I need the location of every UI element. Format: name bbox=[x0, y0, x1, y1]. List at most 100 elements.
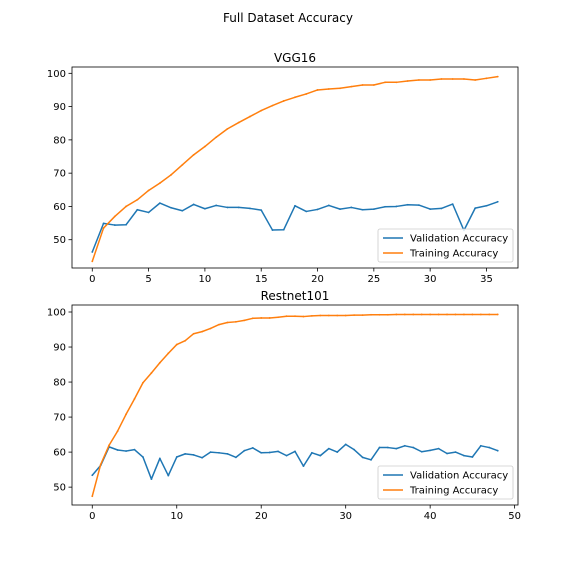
y-tick-label: 100 bbox=[47, 308, 66, 319]
validation-accuracy-point bbox=[429, 449, 432, 452]
training-accuracy-point bbox=[429, 79, 432, 81]
validation-accuracy-point bbox=[471, 456, 474, 458]
training-accuracy-point bbox=[125, 413, 127, 416]
training-accuracy-point bbox=[302, 315, 305, 318]
validation-accuracy-point bbox=[339, 208, 341, 210]
training-accuracy-point bbox=[234, 320, 237, 323]
y-tick-label: 100 bbox=[47, 69, 66, 80]
y-tick-label: 80 bbox=[53, 378, 66, 389]
legend: Validation Accuracy Training Accuracy bbox=[377, 465, 514, 500]
x-tick-label: 15 bbox=[255, 274, 268, 285]
validation-accuracy-point bbox=[451, 203, 454, 206]
validation-accuracy-point bbox=[316, 208, 319, 211]
validation-accuracy-point bbox=[327, 447, 330, 450]
training-accuracy-point bbox=[420, 313, 423, 316]
validation-accuracy-point bbox=[361, 456, 364, 459]
y-tick-label: 60 bbox=[53, 448, 66, 459]
x-tick-label: 0 bbox=[89, 511, 95, 522]
validation-accuracy-point bbox=[116, 449, 119, 451]
training-accuracy-point bbox=[91, 495, 94, 498]
validation-accuracy-point bbox=[271, 229, 274, 231]
validation-accuracy-point bbox=[454, 451, 457, 454]
validation-accuracy-point bbox=[294, 204, 296, 207]
y-tick-label: 70 bbox=[53, 413, 66, 424]
training-accuracy-point bbox=[136, 198, 139, 201]
x-tick-label: 35 bbox=[480, 274, 493, 285]
training-accuracy-point bbox=[316, 89, 319, 91]
validation-accuracy-point bbox=[277, 450, 280, 453]
validation-accuracy-point bbox=[440, 207, 443, 210]
validation-accuracy-point bbox=[113, 224, 116, 226]
validation-accuracy-point bbox=[260, 451, 263, 454]
training-accuracy-point bbox=[201, 330, 203, 333]
validation-accuracy-legend-label: Validation Accuracy bbox=[410, 234, 508, 245]
validation-accuracy-point bbox=[429, 208, 432, 210]
validation-accuracy-point bbox=[158, 202, 161, 205]
training-accuracy-point bbox=[488, 313, 491, 316]
validation-accuracy-point bbox=[417, 204, 420, 207]
legend-frame bbox=[377, 228, 514, 263]
training-accuracy-point bbox=[496, 313, 499, 316]
training-accuracy-point bbox=[479, 313, 482, 316]
x-tick-label: 10 bbox=[199, 274, 212, 285]
training-accuracy-point bbox=[440, 78, 443, 80]
validation-accuracy-point bbox=[319, 454, 322, 457]
y-tick-label: 80 bbox=[53, 135, 66, 146]
validation-accuracy-point bbox=[201, 456, 203, 459]
validation-accuracy-point bbox=[158, 457, 161, 460]
validation-accuracy-point bbox=[285, 454, 288, 457]
training-accuracy-point bbox=[327, 314, 330, 317]
training-accuracy-legend-label: Training Accuracy bbox=[409, 249, 498, 260]
validation-accuracy-point bbox=[372, 208, 375, 210]
training-accuracy-point bbox=[485, 77, 488, 80]
validation-accuracy-point bbox=[446, 452, 448, 455]
training-accuracy-point bbox=[403, 313, 406, 316]
x-tick-label: 0 bbox=[89, 274, 95, 285]
training-accuracy-legend-label: Training Accuracy bbox=[409, 486, 498, 497]
validation-accuracy-point bbox=[395, 447, 398, 450]
validation-accuracy-point bbox=[218, 451, 220, 454]
training-accuracy-point bbox=[277, 316, 280, 319]
training-accuracy-point bbox=[251, 317, 254, 320]
y-tick-label: 50 bbox=[53, 235, 66, 246]
validation-accuracy-point bbox=[310, 451, 313, 454]
validation-accuracy-point bbox=[167, 474, 170, 477]
validation-accuracy-point bbox=[302, 465, 305, 468]
training-accuracy-point bbox=[463, 78, 465, 80]
training-accuracy-point bbox=[243, 319, 246, 322]
training-accuracy-point bbox=[170, 173, 173, 176]
training-accuracy-point bbox=[113, 215, 116, 218]
training-accuracy-point bbox=[91, 260, 94, 263]
training-accuracy-point bbox=[305, 93, 308, 95]
validation-accuracy-point bbox=[395, 205, 398, 208]
training-accuracy-point bbox=[471, 313, 474, 316]
validation-accuracy-legend-label: Validation Accuracy bbox=[410, 471, 508, 482]
validation-accuracy-point bbox=[420, 450, 423, 453]
training-accuracy-point bbox=[249, 115, 251, 118]
training-accuracy-point bbox=[412, 313, 415, 316]
training-accuracy-point bbox=[271, 104, 274, 107]
training-accuracy-point bbox=[133, 397, 136, 400]
axes-frame bbox=[71, 66, 519, 269]
training-accuracy-point bbox=[496, 75, 499, 78]
validation-accuracy-point bbox=[370, 458, 372, 461]
validation-accuracy-point bbox=[142, 456, 144, 458]
training-accuracy-point bbox=[215, 136, 218, 139]
validation-accuracy-point bbox=[384, 205, 387, 208]
training-accuracy-point bbox=[361, 314, 364, 317]
validation-accuracy-point bbox=[378, 446, 381, 449]
validation-accuracy-point bbox=[125, 450, 127, 452]
validation-accuracy-point bbox=[133, 448, 136, 451]
training-accuracy-point bbox=[150, 372, 153, 374]
training-accuracy-point bbox=[175, 343, 178, 346]
validation-accuracy-point bbox=[488, 446, 491, 449]
x-tick-label: 50 bbox=[508, 511, 521, 522]
training-accuracy-point bbox=[108, 444, 111, 447]
validation-accuracy-point bbox=[474, 207, 477, 209]
subplot-title: VGG16 bbox=[274, 51, 316, 65]
validation-accuracy-point bbox=[91, 474, 94, 477]
x-tick-label: 20 bbox=[255, 511, 268, 522]
validation-accuracy-point bbox=[387, 446, 389, 449]
training-accuracy-point bbox=[384, 81, 387, 84]
training-accuracy-point bbox=[395, 81, 398, 84]
